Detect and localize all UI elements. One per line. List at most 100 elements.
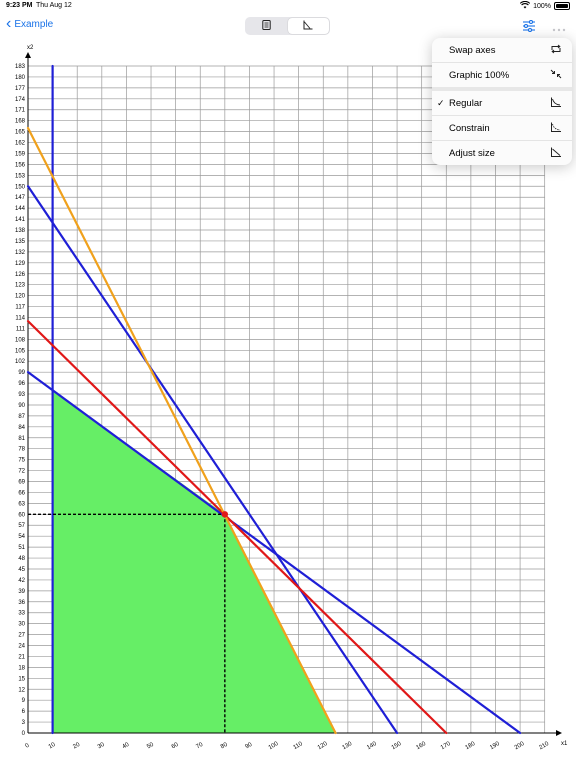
x-tick-label: 110 [293, 741, 305, 751]
x-tick-label: 0 [25, 742, 31, 749]
options-menu: Swap axes Graphic 100% ✓ Regular Constrain A… [432, 38, 572, 165]
y-tick-label: 60 [18, 512, 25, 518]
y-tick-label: 0 [22, 731, 26, 737]
menu-item-label: Swap axes [449, 44, 496, 56]
chevron-left-icon: ‹ [6, 15, 12, 32]
x-tick-label: 210 [538, 741, 550, 752]
menu-item-swap-axes[interactable]: Swap axes [432, 38, 572, 62]
y-tick-label: 6 [22, 709, 26, 715]
back-button[interactable]: ‹ Example [6, 15, 53, 32]
x-axis-arrow [556, 730, 562, 736]
y-tick-label: 66 [18, 490, 25, 496]
x-tick-label: 90 [245, 742, 254, 751]
y-tick-label: 180 [15, 75, 26, 81]
regular-axes-icon [550, 97, 562, 111]
view-segmented-control [245, 17, 330, 35]
y-tick-label: 120 [15, 294, 26, 300]
graph-icon [303, 17, 313, 35]
y-tick-label: 24 [18, 644, 25, 650]
y-tick-label: 39 [18, 589, 25, 595]
y-tick-label: 114 [15, 315, 25, 321]
menu-item-regular[interactable]: ✓ Regular [432, 91, 572, 115]
y-axis-label: x2 [27, 45, 34, 51]
menu-item-label: Regular [449, 97, 483, 109]
y-tick-label: 177 [15, 86, 26, 92]
y-tick-label: 183 [15, 64, 26, 70]
battery-icon [554, 2, 570, 10]
x-tick-label: 130 [342, 741, 354, 752]
more-icon[interactable] [552, 19, 566, 37]
y-tick-label: 18 [18, 665, 25, 671]
y-tick-label: 48 [18, 556, 25, 562]
checkmark-icon: ✓ [437, 97, 445, 108]
y-tick-label: 84 [18, 425, 25, 431]
x-tick-label: 150 [391, 741, 403, 752]
y-tick-label: 69 [18, 480, 25, 486]
y-tick-label: 147 [15, 195, 26, 201]
y-tick-label: 96 [18, 381, 25, 387]
x-tick-label: 30 [97, 742, 106, 751]
y-tick-label: 57 [18, 523, 25, 529]
navigation-bar: ‹ Example [0, 13, 576, 40]
nav-right-buttons [522, 19, 566, 37]
status-date: Thu Aug 12 [36, 2, 72, 9]
y-tick-label: 63 [18, 501, 25, 507]
y-tick-label: 126 [15, 272, 26, 278]
y-tick-label: 144 [15, 206, 26, 212]
x-tick-label: 80 [220, 742, 229, 751]
y-tick-label: 174 [15, 97, 26, 103]
x-tick-label: 190 [489, 741, 501, 752]
menu-item-adjust-size[interactable]: Adjust size [432, 140, 572, 165]
optimum-point [221, 511, 229, 518]
y-tick-label: 141 [15, 217, 26, 223]
y-tick-label: 72 [18, 469, 25, 475]
y-tick-label: 111 [16, 326, 26, 332]
y-tick-label: 159 [15, 151, 26, 157]
status-right: 100% [519, 0, 570, 11]
x-tick-label: 120 [317, 741, 329, 752]
y-tick-label: 171 [15, 108, 26, 114]
segment-graph[interactable] [287, 17, 329, 35]
sliders-icon[interactable] [522, 19, 536, 37]
segment-document[interactable] [246, 18, 288, 34]
y-tick-label: 168 [15, 119, 26, 125]
y-tick-label: 102 [15, 359, 26, 365]
y-tick-label: 99 [18, 370, 25, 376]
y-tick-label: 123 [15, 283, 26, 289]
y-tick-label: 51 [18, 545, 25, 551]
x-tick-label: 200 [514, 741, 526, 752]
x-tick-label: 50 [146, 742, 155, 751]
y-tick-label: 81 [18, 436, 25, 442]
constraint-line-3 [26, 185, 399, 735]
y-tick-label: 78 [18, 447, 25, 453]
menu-item-graphic-100[interactable]: Graphic 100% [432, 62, 572, 87]
x-tick-label: 70 [195, 742, 204, 751]
y-tick-label: 3 [22, 720, 26, 726]
y-tick-label: 54 [18, 534, 25, 540]
y-tick-label: 153 [15, 173, 26, 179]
constrain-axes-icon [550, 122, 562, 136]
battery-percent: 100% [533, 2, 551, 10]
y-tick-label: 138 [15, 228, 26, 234]
y-tick-label: 90 [18, 403, 25, 409]
feasible-region [52, 390, 336, 733]
y-tick-label: 42 [18, 578, 25, 584]
menu-item-constrain[interactable]: Constrain [432, 115, 572, 140]
adjust-size-axes-icon [550, 147, 562, 161]
shrink-arrows-icon [550, 69, 562, 82]
document-icon [262, 17, 271, 35]
x-axis-label: x1 [561, 741, 568, 747]
menu-item-label: Constrain [449, 122, 490, 134]
menu-separator [432, 87, 572, 91]
y-tick-label: 87 [18, 414, 25, 420]
x-tick-label: 160 [415, 741, 427, 752]
wifi-icon [519, 0, 531, 11]
x-tick-label: 40 [122, 742, 131, 751]
swap-axes-icon [550, 44, 562, 57]
y-tick-label: 45 [18, 567, 25, 573]
y-tick-label: 15 [18, 676, 25, 682]
y-tick-label: 21 [18, 654, 25, 660]
y-tick-label: 93 [18, 392, 25, 398]
y-tick-label: 129 [15, 261, 26, 267]
y-tick-label: 12 [18, 687, 25, 693]
